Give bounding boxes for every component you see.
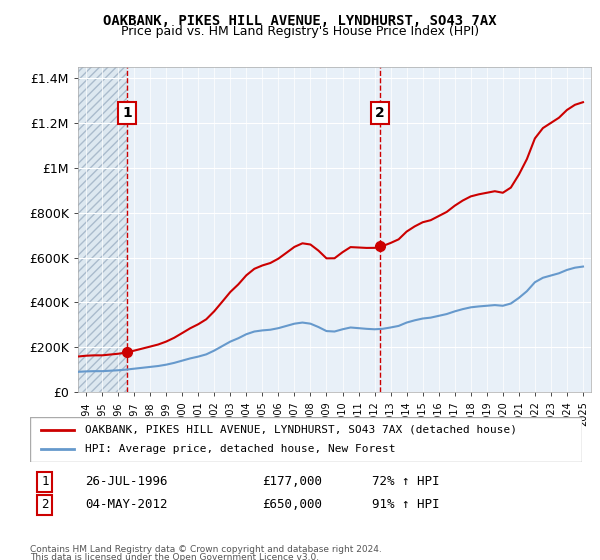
Text: 2: 2 — [41, 498, 49, 511]
Text: 2: 2 — [375, 106, 385, 120]
Text: 1: 1 — [122, 106, 132, 120]
Text: 1: 1 — [41, 475, 49, 488]
Bar — [78, 67, 127, 392]
Text: 04-MAY-2012: 04-MAY-2012 — [85, 498, 168, 511]
Text: 72% ↑ HPI: 72% ↑ HPI — [372, 475, 440, 488]
Text: 26-JUL-1996: 26-JUL-1996 — [85, 475, 168, 488]
Text: 91% ↑ HPI: 91% ↑ HPI — [372, 498, 440, 511]
Text: This data is licensed under the Open Government Licence v3.0.: This data is licensed under the Open Gov… — [30, 553, 319, 560]
Text: HPI: Average price, detached house, New Forest: HPI: Average price, detached house, New … — [85, 445, 396, 455]
Text: OAKBANK, PIKES HILL AVENUE, LYNDHURST, SO43 7AX (detached house): OAKBANK, PIKES HILL AVENUE, LYNDHURST, S… — [85, 424, 517, 435]
Text: OAKBANK, PIKES HILL AVENUE, LYNDHURST, SO43 7AX: OAKBANK, PIKES HILL AVENUE, LYNDHURST, S… — [103, 14, 497, 28]
Text: £650,000: £650,000 — [262, 498, 322, 511]
FancyBboxPatch shape — [30, 417, 582, 462]
Text: Contains HM Land Registry data © Crown copyright and database right 2024.: Contains HM Land Registry data © Crown c… — [30, 545, 382, 554]
Text: Price paid vs. HM Land Registry's House Price Index (HPI): Price paid vs. HM Land Registry's House … — [121, 25, 479, 38]
Text: £177,000: £177,000 — [262, 475, 322, 488]
